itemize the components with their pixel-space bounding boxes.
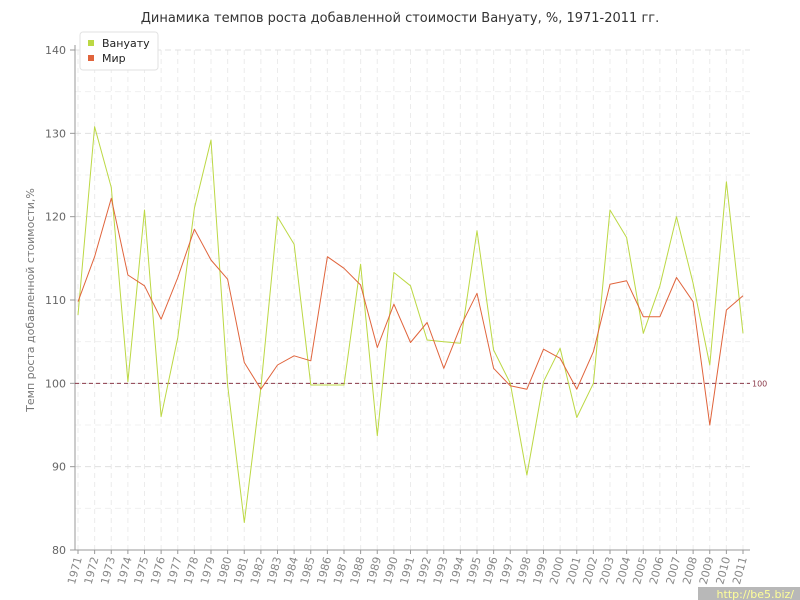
y-axis: 80 90 100 110 120 130 140 (45, 44, 75, 557)
series-group (77, 126, 744, 523)
x-axis: 1971197219731974197519761977197819791980… (65, 550, 750, 586)
legend-box (79, 31, 159, 71)
series-line-world (77, 197, 744, 426)
series-line-vanuatu (77, 126, 744, 523)
y-tick-label: 110 (45, 294, 66, 307)
y-tick-label: 120 (45, 211, 66, 224)
legend-label-world: Мир (102, 52, 126, 65)
legend-label-vanuatu: Вануату (102, 37, 150, 50)
legend-swatch-world (88, 55, 94, 61)
watermark: http://be5.biz/ (698, 587, 800, 600)
y-tick-label: 100 (45, 377, 66, 390)
reference-line: 100 (75, 379, 767, 388)
x-tick-label: 2011 (730, 555, 750, 585)
reference-line-label: 100 (752, 379, 767, 388)
y-tick-label: 130 (45, 127, 66, 140)
legend-swatch-vanuatu (88, 40, 94, 46)
chart-title: Динамика темпов роста добавленной стоимо… (141, 11, 660, 26)
y-tick-label: 90 (52, 461, 66, 474)
grid (74, 45, 750, 551)
y-tick-label: 80 (52, 544, 66, 557)
y-tick-label: 140 (45, 44, 66, 57)
watermark-text: http://be5.biz/ (717, 588, 795, 600)
legend: Вануату Мир (79, 31, 159, 71)
y-axis-label: Темп роста добавленной стоимости,% (24, 188, 37, 413)
